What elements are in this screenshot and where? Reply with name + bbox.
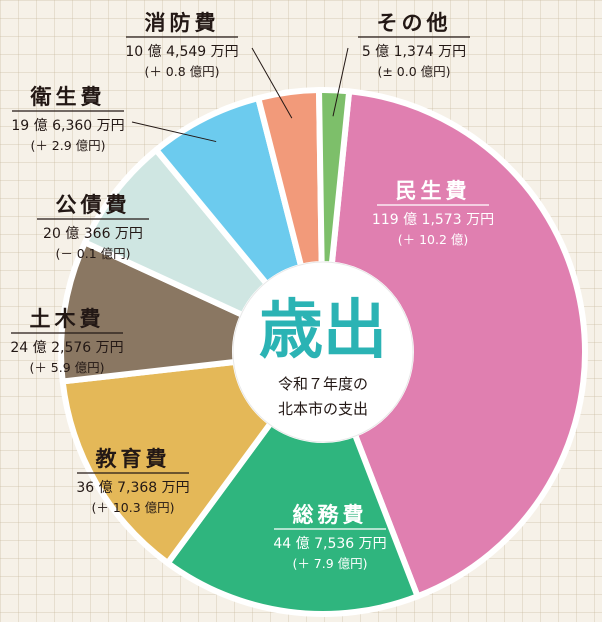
slice-name-0: 民生費 [396, 179, 471, 203]
slice-name-4: 公債費 [56, 193, 131, 217]
slice-amount-2: 36 億 7,368 万円 [76, 480, 189, 496]
slice-amount-5: 19 億 6,360 万円 [11, 118, 124, 134]
center-subtitle-line-2: 北本市の支出 [278, 400, 368, 418]
slice-amount-0: 119 億 1,573 万円 [372, 212, 494, 228]
slice-amount-6: 10 億 4,549 万円 [125, 44, 238, 60]
slice-change-6: (＋ 0.8 億円) [144, 64, 219, 79]
center-title: 歳出 [259, 294, 387, 368]
slice-change-1: (＋ 7.9 億円) [292, 556, 367, 571]
slice-change-3: (＋ 5.9 億円) [29, 360, 104, 375]
leader-line-7 [332, 47, 349, 117]
slice-name-5: 衛生費 [30, 85, 106, 109]
slice-amount-7: 5 億 1,374 万円 [362, 44, 466, 60]
slice-name-1: 総務費 [293, 503, 368, 527]
slice-amount-4: 20 億 366 万円 [43, 226, 143, 242]
leader-line-5 [131, 121, 217, 143]
center-subtitle-line-1: 令和７年度の [278, 375, 368, 393]
leader-lines [131, 47, 349, 143]
slice-change-2: (＋ 10.3 億円) [91, 500, 174, 515]
slice-name-3: 土木費 [30, 307, 105, 331]
leader-line-6 [251, 47, 293, 119]
center-hole [232, 261, 414, 443]
slice-change-7: (± 0.0 億円) [377, 64, 450, 79]
slice-change-0: (＋ 10.2 億) [398, 232, 469, 247]
slice-amount-3: 24 億 2,576 万円 [10, 340, 123, 356]
slice-name-6: 消防費 [145, 11, 220, 35]
slice-change-4: (－ 0.1 億円) [55, 246, 130, 261]
slice-amount-1: 44 億 7,536 万円 [273, 536, 386, 552]
slice-change-5: (＋ 2.9 億円) [30, 138, 105, 153]
slice-labels: 民生費 119 億 1,573 万円 (＋ 10.2 億) 総務費 44 億 7,536… [10, 11, 494, 571]
slice-name-2: 教育費 [96, 447, 171, 471]
slice-name-7: その他 [377, 11, 452, 35]
